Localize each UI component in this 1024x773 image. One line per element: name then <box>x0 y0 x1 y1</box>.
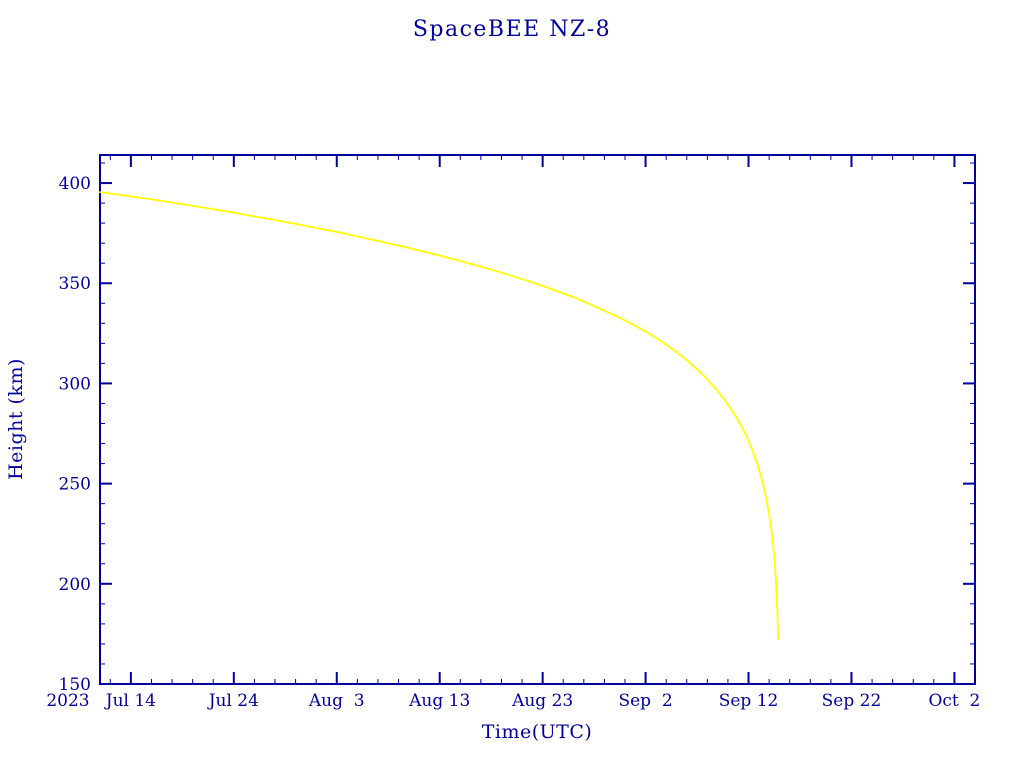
x-tick-label: Jul 24 <box>207 691 259 711</box>
height-series-line <box>99 191 779 640</box>
x-tick-label: Sep 12 <box>719 691 779 711</box>
plot-area: Jul 14 Jul 24 Aug 3 Aug 13 Aug 23 Sep 2 Sep 12… <box>46 154 980 711</box>
x-tick-label: Aug 23 <box>511 691 573 711</box>
y-axis-label: Height (km) <box>5 358 27 480</box>
y-tick-label: 300 <box>59 374 91 394</box>
x-tick-label: Oct 2 <box>928 691 980 711</box>
y-tick-label: 250 <box>59 475 91 495</box>
x-axis-label: Time(UTC) <box>482 721 593 743</box>
x-tick-label: Jul 14 <box>104 691 156 711</box>
x-tick-label: Aug 13 <box>408 691 470 711</box>
chart-title: SpaceBEE NZ-8 <box>413 17 611 42</box>
x-tick-label: Aug 3 <box>308 691 365 711</box>
x-tick-label: Sep 22 <box>822 691 882 711</box>
plot-frame <box>99 154 976 685</box>
y-tick-label: 150 <box>59 675 91 695</box>
y-tick-label: 350 <box>59 274 91 294</box>
x-tick-label: Sep 2 <box>618 691 672 711</box>
x-axis-year-label: 2023 <box>46 691 89 711</box>
y-tick-label: 400 <box>59 174 91 194</box>
y-tick-label: 200 <box>59 575 91 595</box>
